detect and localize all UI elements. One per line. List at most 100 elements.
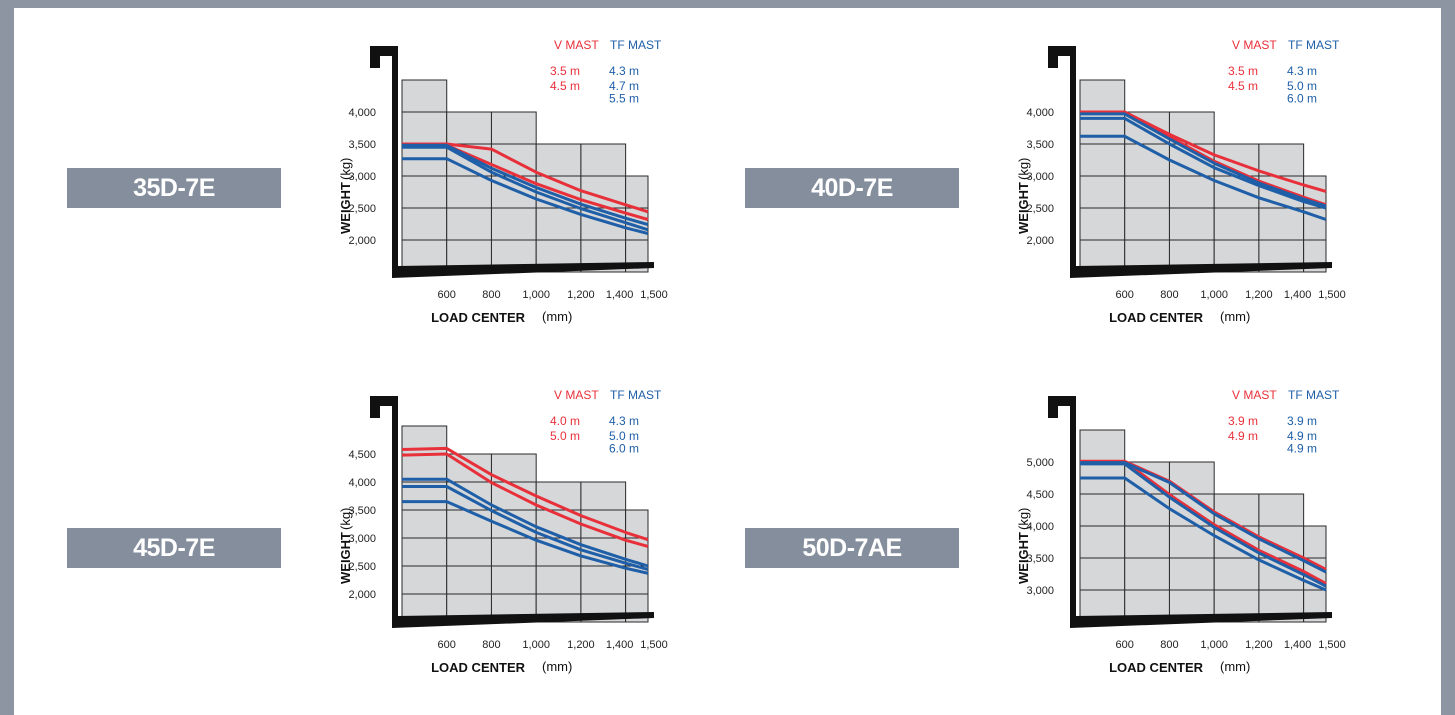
legend-tf-mast-title: TF MAST <box>1288 388 1340 402</box>
x-tick-label: 600 <box>1116 639 1134 651</box>
load-chart-35d-7e: 2,000 2,500 3,000 3,500 4,000 600 800 1,000 1,20… <box>338 38 668 325</box>
y-tick-label: 3,500 <box>1026 139 1054 151</box>
x-axis-label: LOAD CENTER <box>431 310 526 325</box>
x-tick-label: 1,500 <box>640 289 668 301</box>
x-tick-label: 600 <box>438 289 456 301</box>
series-line-4 <box>402 157 649 236</box>
x-tick-label: 1,400 <box>606 639 634 651</box>
x-tick-label: 1,000 <box>522 289 550 301</box>
x-tick-label: 1,500 <box>640 639 668 651</box>
model-label-45d-7e: 45D-7E <box>67 528 281 568</box>
x-tick-label: 600 <box>438 639 456 651</box>
x-tick-label: 1,200 <box>567 639 595 651</box>
x-tick-label: 1,200 <box>1245 639 1273 651</box>
legend-tf-mast-height: 5.0 m <box>609 429 639 443</box>
grid-block <box>490 111 537 273</box>
model-label-40d-7e: 40D-7E <box>745 168 959 208</box>
y-tick-label: 2,000 <box>1026 235 1054 247</box>
legend-tf-mast-title: TF MAST <box>610 38 662 52</box>
series-line-4 <box>1080 134 1327 221</box>
load-chart-45d-7e: 2,000 2,500 3,000 3,500 4,000 4,500 600 800 1,00… <box>338 388 668 675</box>
y-axis-label: WEIGHT <box>1016 532 1031 584</box>
y-axis-unit: (kg) <box>1016 508 1031 530</box>
series-line-2 <box>402 477 649 568</box>
y-axis-label: WEIGHT <box>338 182 353 234</box>
y-tick-label: 4,000 <box>1026 521 1054 533</box>
x-axis-unit: (mm) <box>542 309 572 324</box>
legend-v-mast-height: 4.9 m <box>1228 429 1258 443</box>
load-chart-50d-7ae: 3,000 3,500 4,000 4,500 5,000 600 800 1,000 1,20… <box>1016 388 1346 675</box>
x-tick-label: 1,000 <box>1200 289 1228 301</box>
series-line-3 <box>402 485 649 571</box>
y-tick-label: 4,000 <box>348 107 376 119</box>
series-line-2 <box>402 143 649 227</box>
y-tick-label: 3,500 <box>1026 553 1054 565</box>
y-tick-label: 4,000 <box>1026 107 1054 119</box>
legend-tf-mast-height: 4.9 m <box>1287 442 1317 456</box>
y-tick-label: 2,000 <box>348 235 376 247</box>
y-tick-label: 3,500 <box>348 505 376 517</box>
legend-v-mast-height: 3.5 m <box>1228 64 1258 78</box>
y-axis-label: WEIGHT <box>338 532 353 584</box>
y-axis-title: WEIGHT (kg) <box>338 158 353 234</box>
y-tick-label: 3,000 <box>1026 171 1054 183</box>
legend-tf-mast-height: 6.0 m <box>609 442 639 456</box>
x-axis-unit: (mm) <box>1220 659 1250 674</box>
legend-tf-mast-height: 4.3 m <box>609 64 639 78</box>
grid-block <box>446 111 492 273</box>
legend-v-mast-height: 5.0 m <box>550 429 580 443</box>
y-tick-label: 2,000 <box>348 589 376 601</box>
legend-tf-mast-height: 4.9 m <box>1287 429 1317 443</box>
series-line-1 <box>401 452 649 548</box>
series-line-2 <box>1080 112 1327 208</box>
x-axis-label: LOAD CENTER <box>1109 310 1204 325</box>
y-tick-label: 2,500 <box>1026 203 1054 215</box>
x-tick-label: 1,000 <box>522 639 550 651</box>
load-chart-40d-7e: 2,000 2,500 3,000 3,500 4,000 600 800 1,000 1,20… <box>1016 38 1346 325</box>
series-line-3 <box>1080 462 1327 588</box>
legend-v-mast-title: V MAST <box>554 38 599 52</box>
legend-v-mast-title: V MAST <box>1232 388 1277 402</box>
y-axis-label: WEIGHT <box>1016 182 1031 234</box>
y-tick-label: 3,500 <box>348 139 376 151</box>
legend-tf-mast-title: TF MAST <box>1288 38 1340 52</box>
y-axis-title: WEIGHT (kg) <box>1016 508 1031 584</box>
y-tick-label: 4,000 <box>348 477 376 489</box>
series-line-0 <box>401 446 649 542</box>
legend-v-mast-height: 4.5 m <box>1228 79 1258 93</box>
legend-v-mast-title: V MAST <box>554 388 599 402</box>
model-label-35d-7e: 35D-7E <box>67 168 281 208</box>
y-tick-label: 3,000 <box>348 171 376 183</box>
x-tick-label: 800 <box>1160 639 1178 651</box>
x-tick-label: 1,400 <box>1284 289 1312 301</box>
x-tick-label: 1,400 <box>1284 639 1312 651</box>
x-axis-unit: (mm) <box>542 659 572 674</box>
legend-tf-mast-height: 4.3 m <box>1287 64 1317 78</box>
series-line-3 <box>402 145 649 232</box>
legend-tf-mast-height: 3.9 m <box>1287 414 1317 428</box>
x-tick-label: 1,000 <box>1200 639 1228 651</box>
y-tick-label: 4,500 <box>1026 489 1054 501</box>
x-tick-label: 1,200 <box>567 289 595 301</box>
series-line-4 <box>402 500 649 575</box>
y-tick-label: 2,500 <box>348 561 376 573</box>
grid-block <box>401 425 448 623</box>
y-tick-label: 4,500 <box>348 449 376 461</box>
y-axis-title: WEIGHT (kg) <box>1016 158 1031 234</box>
legend-v-mast-title: V MAST <box>1232 38 1277 52</box>
x-tick-label: 800 <box>482 289 500 301</box>
legend-tf-mast-height: 4.3 m <box>609 414 639 428</box>
x-tick-label: 800 <box>482 639 500 651</box>
legend-tf-mast-height: 4.7 m <box>609 79 639 93</box>
legend-v-mast-height: 4.5 m <box>550 79 580 93</box>
legend-tf-mast-height: 5.0 m <box>1287 79 1317 93</box>
legend-tf-mast-height: 6.0 m <box>1287 92 1317 106</box>
y-axis-unit: (kg) <box>1016 158 1031 180</box>
x-tick-label: 600 <box>1116 289 1134 301</box>
x-axis-label: LOAD CENTER <box>1109 660 1204 675</box>
y-tick-label: 3,000 <box>1026 585 1054 597</box>
model-label-50d-7ae: 50D-7AE <box>745 528 959 568</box>
legend-v-mast-height: 4.0 m <box>550 414 580 428</box>
x-tick-label: 1,400 <box>606 289 634 301</box>
